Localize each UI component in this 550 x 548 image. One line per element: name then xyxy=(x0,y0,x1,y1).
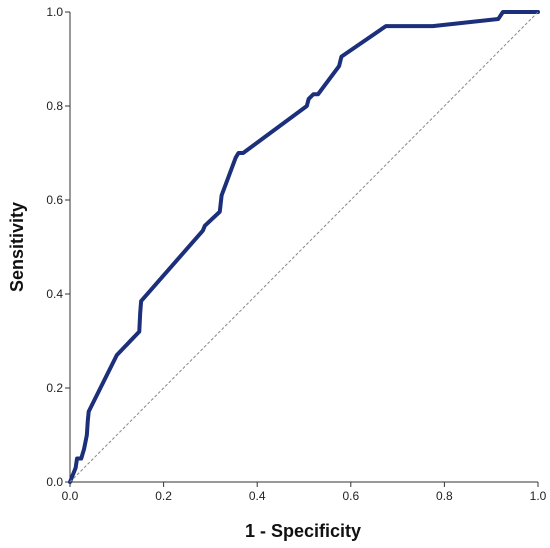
series-group xyxy=(68,10,540,484)
y-tick-label: 0.8 xyxy=(46,99,63,113)
x-tick-label: 1.0 xyxy=(530,489,547,503)
x-tick-label: 0.4 xyxy=(249,489,266,503)
roc-curve-line xyxy=(68,10,540,484)
axes-group xyxy=(69,12,538,483)
x-axis-title: 1 - Specificity xyxy=(245,521,361,541)
y-tick-label: 1.0 xyxy=(46,5,63,19)
x-tick-label: 0.2 xyxy=(155,489,172,503)
x-tick-label: 0.6 xyxy=(342,489,359,503)
x-tick-label: 0.0 xyxy=(62,489,79,503)
y-tick-label: 0.2 xyxy=(46,381,63,395)
x-tick-label: 0.8 xyxy=(436,489,453,503)
y-tick-label: 0.4 xyxy=(46,287,63,301)
y-axis-title: Sensitivity xyxy=(7,202,27,292)
ticks-group: 0.0 0.2 0.4 0.6 0.8 1.0 0.0 0.2 0.4 0.6 0.8 1.0 xyxy=(46,5,546,503)
reference-diagonal-line xyxy=(69,11,539,483)
y-tick-label: 0.6 xyxy=(46,193,63,207)
y-tick-label: 0.0 xyxy=(46,475,63,489)
